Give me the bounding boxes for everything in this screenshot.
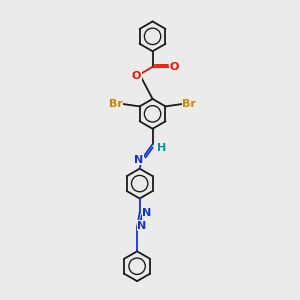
Text: N: N	[137, 220, 146, 231]
Text: Br: Br	[109, 99, 123, 109]
Text: N: N	[134, 155, 143, 165]
Text: O: O	[170, 62, 179, 72]
Text: H: H	[157, 143, 166, 153]
Text: N: N	[142, 208, 152, 218]
Text: Br: Br	[182, 99, 196, 109]
Text: O: O	[132, 71, 141, 81]
